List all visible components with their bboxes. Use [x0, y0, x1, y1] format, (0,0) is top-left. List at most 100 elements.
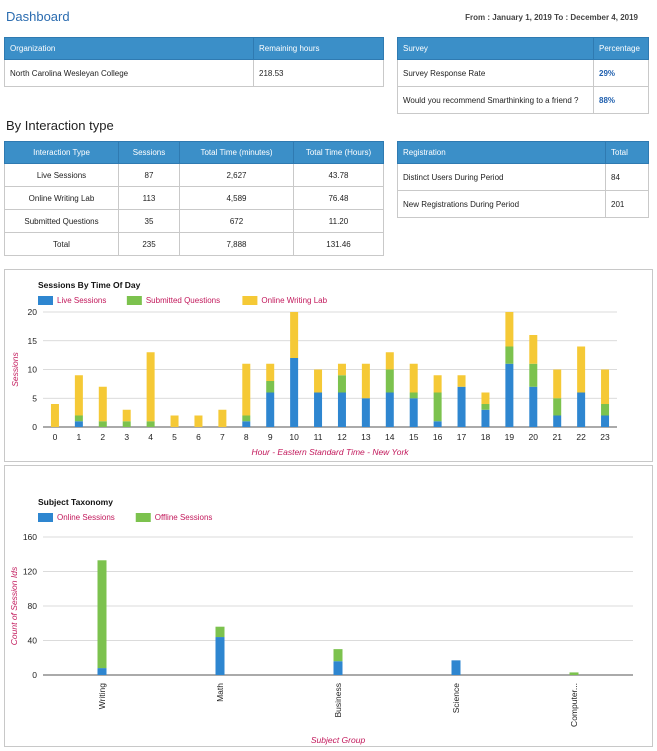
bar-segment	[529, 386, 538, 427]
legend-label: Online Sessions	[57, 513, 115, 522]
survey-percentage: 88%	[593, 86, 649, 114]
bar-segment	[74, 421, 83, 427]
percentage-header: Percentage	[593, 37, 649, 60]
x-tick-label: 20	[529, 432, 539, 442]
cell: Submitted Questions	[4, 209, 119, 233]
table-row: Survey Response Rate 29%	[397, 59, 649, 87]
bar-segment	[98, 386, 107, 422]
bar-segment	[215, 626, 225, 638]
chart-title: Sessions By Time Of Day	[38, 280, 141, 290]
x-tick-label: Computer...	[569, 683, 579, 727]
bar-segment	[122, 409, 131, 422]
bar-segment	[98, 421, 107, 427]
sessions-by-time-chart-panel: Sessions By Time Of Day Live Sessions Subm…	[4, 269, 653, 462]
bar-segment	[481, 392, 490, 404]
x-tick-label: 3	[124, 432, 129, 442]
bar-segment	[337, 392, 346, 427]
table-row: Live Sessions 87 2,627 43.78	[4, 163, 384, 187]
x-tick-label: Math	[215, 683, 225, 702]
x-tick-label: 14	[385, 432, 395, 442]
bar-segment	[74, 375, 83, 416]
remaining-hours-header: Remaining hours	[253, 37, 384, 60]
bar-segment	[505, 312, 514, 347]
legend-swatch	[126, 296, 142, 305]
y-tick-label: 5	[32, 393, 37, 403]
bar-segment	[266, 363, 275, 381]
bar-segment	[481, 404, 490, 410]
bar-segment	[242, 415, 251, 422]
x-tick-label: 13	[361, 432, 371, 442]
bar-segment	[50, 404, 59, 427]
y-tick-label: 0	[32, 670, 37, 680]
bar-segment	[242, 421, 251, 427]
registration-table: Registration Total Distinct Users During…	[397, 141, 649, 218]
x-tick-label: 18	[481, 432, 491, 442]
survey-percentage: 29%	[593, 59, 649, 87]
x-tick-label: 1	[77, 432, 82, 442]
x-tick-label: 4	[148, 432, 153, 442]
bar-segment	[553, 415, 562, 427]
x-tick-label: 9	[268, 432, 273, 442]
bar-segment	[314, 392, 323, 427]
table-row: Online Writing Lab 113 4,589 76.48	[4, 186, 384, 210]
bar-segment	[553, 398, 562, 416]
bar-segment	[577, 346, 586, 393]
total-header: Total	[605, 141, 649, 164]
chart-title: Subject Taxonomy	[38, 497, 113, 507]
y-tick-label: 20	[28, 307, 38, 317]
bar-segment	[457, 375, 466, 387]
bar-segment	[74, 415, 83, 422]
cell: 2,627	[179, 163, 294, 187]
y-axis-title: Sessions	[10, 352, 20, 387]
x-tick-label: Science	[451, 683, 461, 714]
bar-segment	[337, 375, 346, 393]
bar-segment	[361, 363, 370, 399]
bar-segment	[266, 381, 275, 393]
sessions-by-time-chart: Sessions By Time Of Day Live Sessions Subm…	[10, 280, 617, 457]
cell: 235	[118, 232, 180, 256]
bar-segment	[97, 560, 107, 669]
bar-segment	[409, 363, 418, 393]
x-tick-label: Business	[333, 683, 343, 718]
dashboard-title[interactable]: Dashboard	[6, 9, 70, 24]
bar-segment	[601, 369, 610, 404]
org-name: North Carolina Wesleyan College	[4, 59, 254, 87]
bar-segment	[215, 637, 225, 675]
survey-table: Survey Percentage Survey Response Rate 2…	[397, 37, 649, 114]
y-tick-label: 10	[28, 365, 38, 375]
bar-segment	[433, 375, 442, 393]
y-tick-label: 120	[23, 567, 37, 577]
x-tick-label: 22	[576, 432, 586, 442]
cell: Online Writing Lab	[4, 186, 119, 210]
registration-label: Distinct Users During Period	[397, 163, 606, 191]
bar-segment	[433, 421, 442, 427]
cell: 11.20	[293, 209, 384, 233]
y-axis-title: Count of Session Ids	[9, 566, 19, 645]
cell: 672	[179, 209, 294, 233]
org-header: Organization	[4, 37, 254, 60]
bar-segment	[385, 392, 394, 427]
bar-segment	[266, 392, 275, 427]
bar-segment	[314, 369, 323, 393]
bar-segment	[170, 415, 179, 427]
x-axis-title: Subject Group	[311, 735, 366, 745]
bar-segment	[529, 335, 538, 364]
table-row: New Registrations During Period 201	[397, 190, 649, 218]
subject-taxonomy-chart: Subject Taxonomy Online Sessions Offline S…	[9, 497, 633, 745]
table-row: Distinct Users During Period 84	[397, 163, 649, 191]
legend-label: Submitted Questions	[146, 296, 220, 305]
col-interaction-type: Interaction Type	[4, 141, 119, 164]
x-axis-title: Hour - Eastern Standard Time - New York	[251, 447, 409, 457]
bar-segment	[601, 404, 610, 416]
y-tick-label: 40	[28, 636, 38, 646]
legend-swatch	[38, 296, 53, 305]
legend-label: Online Writing Lab	[261, 296, 327, 305]
table-row: Would you recommend Smarthinking to a fr…	[397, 86, 649, 114]
registration-label: New Registrations During Period	[397, 190, 606, 218]
bar-segment	[97, 668, 107, 675]
cell: 113	[118, 186, 180, 210]
legend-label: Live Sessions	[57, 296, 106, 305]
bar-segment	[601, 415, 610, 427]
bar-segment	[361, 398, 370, 427]
bar-segment	[409, 392, 418, 399]
